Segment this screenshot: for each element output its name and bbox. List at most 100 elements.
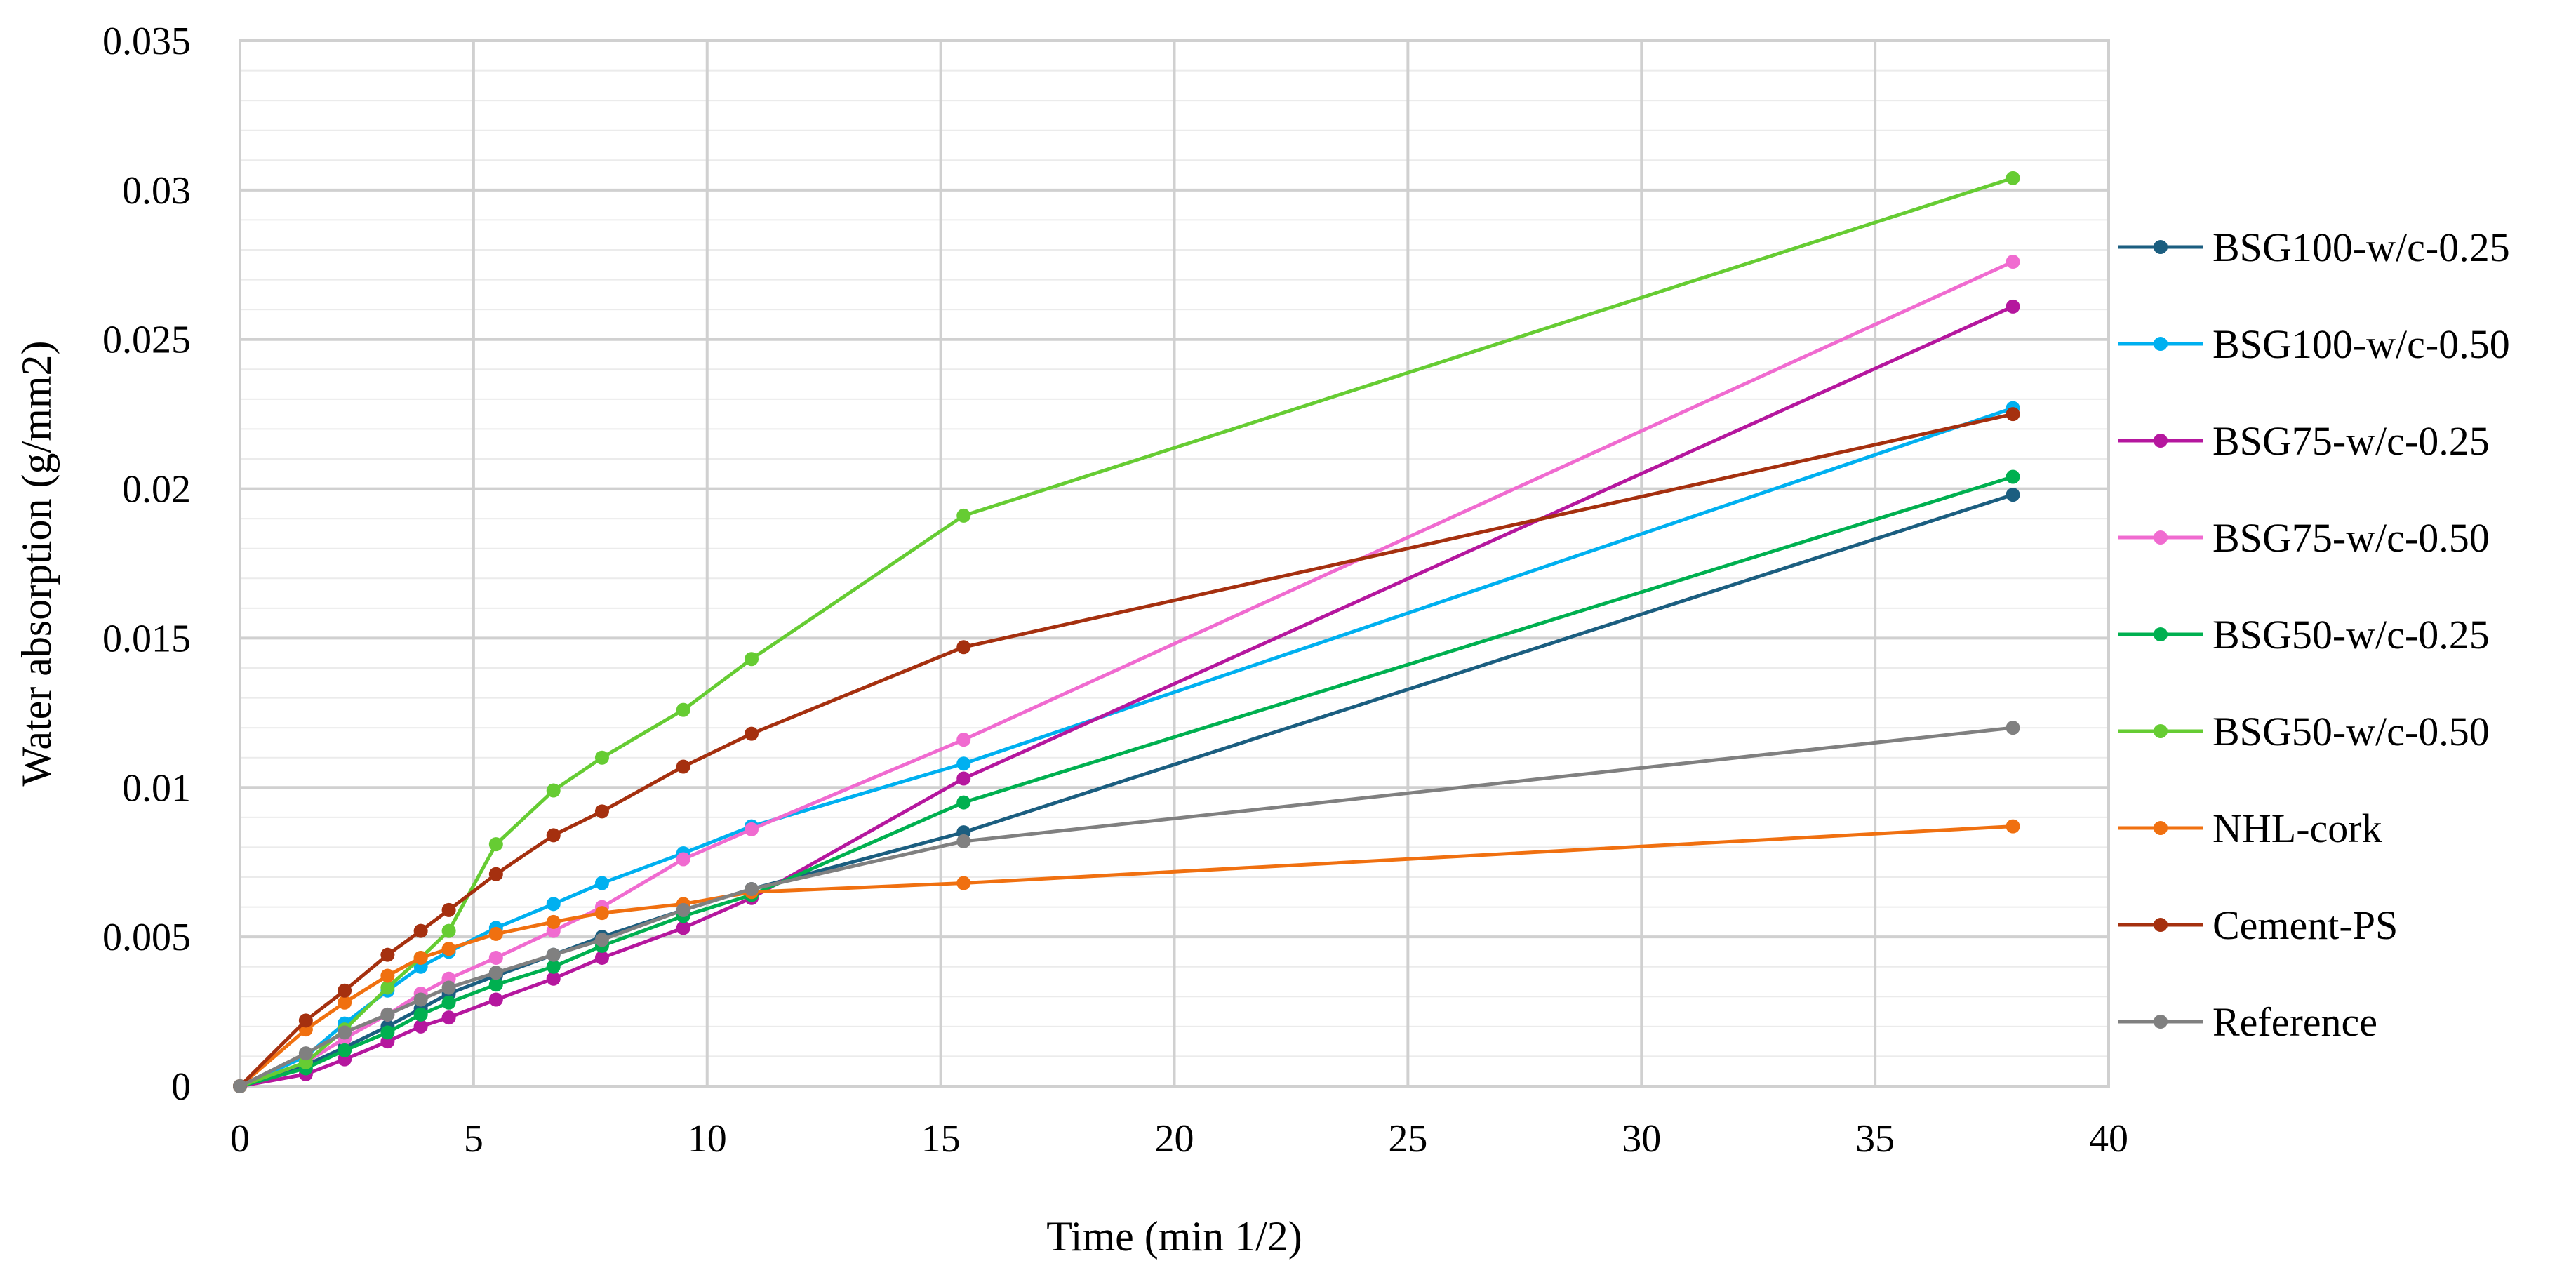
legend-label: BSG50-w/c-0.25	[2213, 612, 2490, 657]
data-point	[676, 921, 690, 935]
legend-swatch-marker	[2154, 918, 2168, 932]
data-point	[338, 995, 352, 1010]
data-point	[413, 1007, 428, 1022]
series-BSG75-w/c-0.50	[233, 255, 2020, 1093]
x-tick-label: 5	[464, 1117, 483, 1161]
data-point	[2006, 171, 2020, 185]
legend-item: Cement-PS	[2118, 902, 2398, 948]
data-point	[956, 756, 971, 771]
y-tick-label: 0.03	[122, 169, 191, 213]
series-Cement-PS	[233, 407, 2020, 1093]
data-point	[338, 983, 352, 998]
y-tick-label: 0.015	[102, 617, 191, 660]
legend-swatch-marker	[2154, 724, 2168, 738]
data-point	[380, 947, 395, 962]
data-point	[441, 980, 456, 995]
data-point	[956, 834, 971, 848]
data-point	[413, 1019, 428, 1034]
data-point	[2006, 819, 2020, 834]
series-line	[239, 260, 2014, 1088]
plot-area-border	[239, 39, 2110, 1088]
data-point	[488, 950, 503, 965]
data-point	[744, 652, 759, 667]
data-point	[413, 923, 428, 938]
data-point	[413, 950, 428, 965]
legend-swatch-marker	[2154, 821, 2168, 835]
data-point	[413, 992, 428, 1007]
data-point	[380, 1025, 395, 1040]
legend-item: BSG75-w/c-0.50	[2118, 515, 2490, 561]
legend-item: Reference	[2118, 999, 2377, 1045]
data-point	[676, 759, 690, 774]
data-point	[2006, 299, 2020, 314]
data-point	[594, 906, 609, 921]
data-point	[298, 1046, 313, 1061]
data-point	[2006, 488, 2020, 502]
legend-item: BSG50-w/c-0.25	[2118, 612, 2490, 657]
legend-label: BSG75-w/c-0.25	[2213, 418, 2490, 464]
data-point	[546, 828, 561, 843]
data-point	[956, 771, 971, 786]
y-tick-label: 0.005	[102, 916, 191, 959]
y-tick-label: 0.035	[102, 20, 191, 63]
x-tick-label: 0	[230, 1117, 250, 1161]
data-point	[594, 950, 609, 965]
legend-label: Cement-PS	[2213, 902, 2398, 948]
data-point	[676, 902, 690, 917]
data-point	[441, 923, 456, 938]
data-point	[338, 1043, 352, 1057]
legend-label: BSG100-w/c-0.25	[2213, 225, 2510, 270]
data-point	[2006, 407, 2020, 422]
x-tick-label: 15	[921, 1117, 961, 1161]
legend-label: Reference	[2213, 999, 2377, 1045]
legend-item: BSG50-w/c-0.50	[2118, 709, 2490, 754]
legend-item: BSG100-w/c-0.25	[2118, 225, 2510, 270]
data-point	[546, 914, 561, 929]
data-point	[546, 971, 561, 986]
data-point	[744, 882, 759, 897]
x-tick-label: 30	[1622, 1117, 1661, 1161]
data-point	[298, 1013, 313, 1028]
data-point	[380, 980, 395, 995]
legend-item: BSG75-w/c-0.25	[2118, 418, 2490, 464]
data-point	[956, 733, 971, 747]
legend-swatch-marker	[2154, 1015, 2168, 1029]
data-point	[380, 968, 395, 983]
series-line	[239, 176, 2014, 1088]
x-tick-label: 35	[1855, 1117, 1895, 1161]
data-point	[380, 1007, 395, 1022]
data-point	[488, 977, 503, 992]
legend-swatch-marker	[2154, 337, 2168, 351]
legend-label: BSG100-w/c-0.50	[2213, 321, 2510, 367]
data-point	[441, 1010, 456, 1025]
data-point	[956, 795, 971, 810]
data-point	[676, 852, 690, 867]
data-point	[488, 992, 503, 1007]
data-point	[546, 959, 561, 974]
data-point	[744, 822, 759, 836]
y-axis-ticks: 0 0.005 0.01 0.015 0.02 0.025 0.03 0.035	[102, 20, 191, 1109]
data-point	[233, 1079, 247, 1093]
data-point	[594, 933, 609, 947]
series-Reference	[233, 721, 2020, 1093]
y-tick-label: 0	[171, 1065, 191, 1109]
data-point	[594, 804, 609, 819]
data-point	[546, 897, 561, 912]
data-point	[441, 902, 456, 917]
data-point	[338, 1025, 352, 1040]
y-tick-label: 0.01	[122, 766, 191, 810]
legend-swatch-marker	[2154, 240, 2168, 254]
legend-label: BSG50-w/c-0.50	[2213, 709, 2490, 754]
y-tick-label: 0.02	[122, 468, 191, 512]
data-point	[2006, 721, 2020, 735]
data-point	[956, 508, 971, 523]
data-point	[2006, 469, 2020, 484]
data-point	[488, 926, 503, 941]
legend-swatch-marker	[2154, 627, 2168, 641]
series-layer	[233, 171, 2020, 1093]
x-tick-label: 40	[2089, 1117, 2128, 1161]
x-tick-label: 25	[1388, 1117, 1427, 1161]
data-point	[956, 876, 971, 890]
data-point	[2006, 255, 2020, 269]
legend-label: NHL-cork	[2213, 806, 2382, 851]
